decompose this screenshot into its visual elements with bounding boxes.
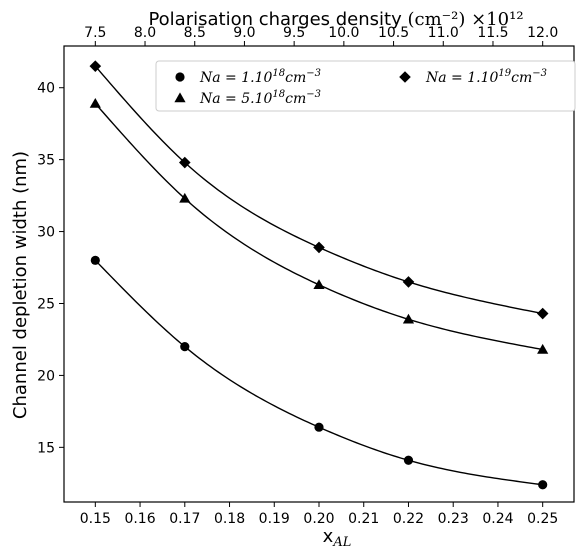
legend-label-prefix: Na = 1.10 bbox=[425, 70, 498, 86]
top-tick-label: 8.0 bbox=[134, 25, 156, 41]
top-axis-title: Polarisation charges density (cm⁻²) ×10¹… bbox=[148, 9, 523, 30]
legend-marker-diamond bbox=[399, 71, 411, 83]
y-axis-title: Channel depletion width (nm) bbox=[10, 151, 31, 419]
bottom-x-axis: 0.15 0.16 0.17 0.18 0.19 0.20 0.21 0.22 0.23 0.24… bbox=[80, 502, 558, 527]
data-point-circle bbox=[90, 255, 100, 265]
x-axis-title: xAL bbox=[323, 526, 352, 550]
legend-label-sup: 18 bbox=[272, 89, 285, 100]
top-tick-label: 8.5 bbox=[184, 25, 206, 41]
top-tick-label: 10.0 bbox=[328, 25, 359, 41]
data-point-triangle bbox=[537, 343, 549, 354]
x-tick-label: 0.23 bbox=[438, 511, 469, 527]
x-tick-label: 0.17 bbox=[169, 511, 200, 527]
top-tick-label: 9.0 bbox=[233, 25, 255, 41]
data-point-circle bbox=[403, 455, 414, 465]
data-point-diamond bbox=[178, 156, 191, 169]
legend-label-prefix: Na = 1.10 bbox=[199, 70, 272, 86]
y-tick-label: 15 bbox=[37, 440, 55, 456]
data-point-triangle bbox=[402, 313, 415, 324]
legend-label-unit-sup: −3 bbox=[306, 89, 321, 100]
data-point-triangle bbox=[89, 97, 101, 108]
legend-label-sup: 19 bbox=[498, 68, 511, 79]
legend-label: Na = 1.1019cm−3 bbox=[425, 68, 547, 86]
data-point-triangle bbox=[179, 192, 191, 203]
data-point-triangle bbox=[313, 279, 325, 289]
legend-marker-circle bbox=[175, 72, 185, 82]
legend-box bbox=[155, 60, 576, 112]
series-curves bbox=[94, 65, 543, 486]
data-point-diamond bbox=[402, 276, 415, 288]
legend-label-unit-sup: −3 bbox=[532, 68, 547, 79]
x-tick-label: 0.20 bbox=[303, 511, 334, 527]
top-tick-label: 9.5 bbox=[283, 25, 305, 41]
x-tick-label: 0.22 bbox=[393, 511, 424, 527]
y-tick-label: 30 bbox=[37, 225, 55, 241]
y-tick-label: 35 bbox=[37, 153, 55, 169]
x-tick-label: 0.24 bbox=[482, 511, 513, 527]
series-markers bbox=[89, 60, 549, 490]
data-point-diamond bbox=[89, 60, 102, 72]
x-tick-label: 0.16 bbox=[124, 511, 155, 527]
legend: Na = 1.1018cm−3 Na = 1.1019cm−3Na = 5.101… bbox=[155, 60, 576, 112]
data-point-diamond bbox=[536, 307, 549, 320]
data-point-circle bbox=[314, 422, 324, 432]
x-tick-label: 0.15 bbox=[80, 511, 111, 527]
top-tick-label: 7.5 bbox=[84, 25, 106, 41]
legend-label-unit: cm bbox=[511, 70, 532, 86]
y-tick-label: 40 bbox=[37, 81, 55, 97]
data-point-diamond bbox=[313, 241, 325, 254]
legend-label-sup: 18 bbox=[272, 68, 285, 79]
x-tick-label: 0.19 bbox=[259, 511, 290, 527]
x-tick-label: 0.25 bbox=[527, 511, 558, 527]
data-point-circle bbox=[180, 342, 190, 352]
top-tick-label: 11.5 bbox=[477, 25, 508, 41]
x-tick-label: 0.21 bbox=[348, 511, 379, 527]
y-tick-label: 20 bbox=[37, 368, 55, 384]
x-tick-label: 0.18 bbox=[214, 511, 245, 527]
y-tick-label: 25 bbox=[37, 296, 55, 312]
top-tick-label: 10.5 bbox=[378, 25, 409, 41]
legend-marker-triangle bbox=[174, 92, 186, 103]
legend-label-unit-sup: −3 bbox=[306, 68, 321, 79]
top-tick-label: 12.0 bbox=[527, 25, 558, 41]
plot-frame bbox=[63, 45, 575, 503]
left-y-axis: 15 20 25 30 35 40 bbox=[37, 81, 64, 456]
top-tick-label: 11.0 bbox=[428, 25, 459, 41]
legend-label: Na = 5.1018cm−3 bbox=[199, 89, 321, 107]
data-point-circle bbox=[538, 480, 548, 490]
series-line-circle bbox=[94, 259, 543, 486]
top-x-axis: 7.5 8.0 8.5 9.0 9.5 10.0 10.5 11.0 11.5 12.0 bbox=[84, 25, 558, 46]
legend-label-unit: cm bbox=[285, 70, 306, 86]
legend-label: Na = 1.1018cm−3 bbox=[199, 68, 321, 86]
legend-label-unit: cm bbox=[285, 91, 306, 107]
legend-label-prefix: Na = 5.10 bbox=[199, 91, 272, 107]
